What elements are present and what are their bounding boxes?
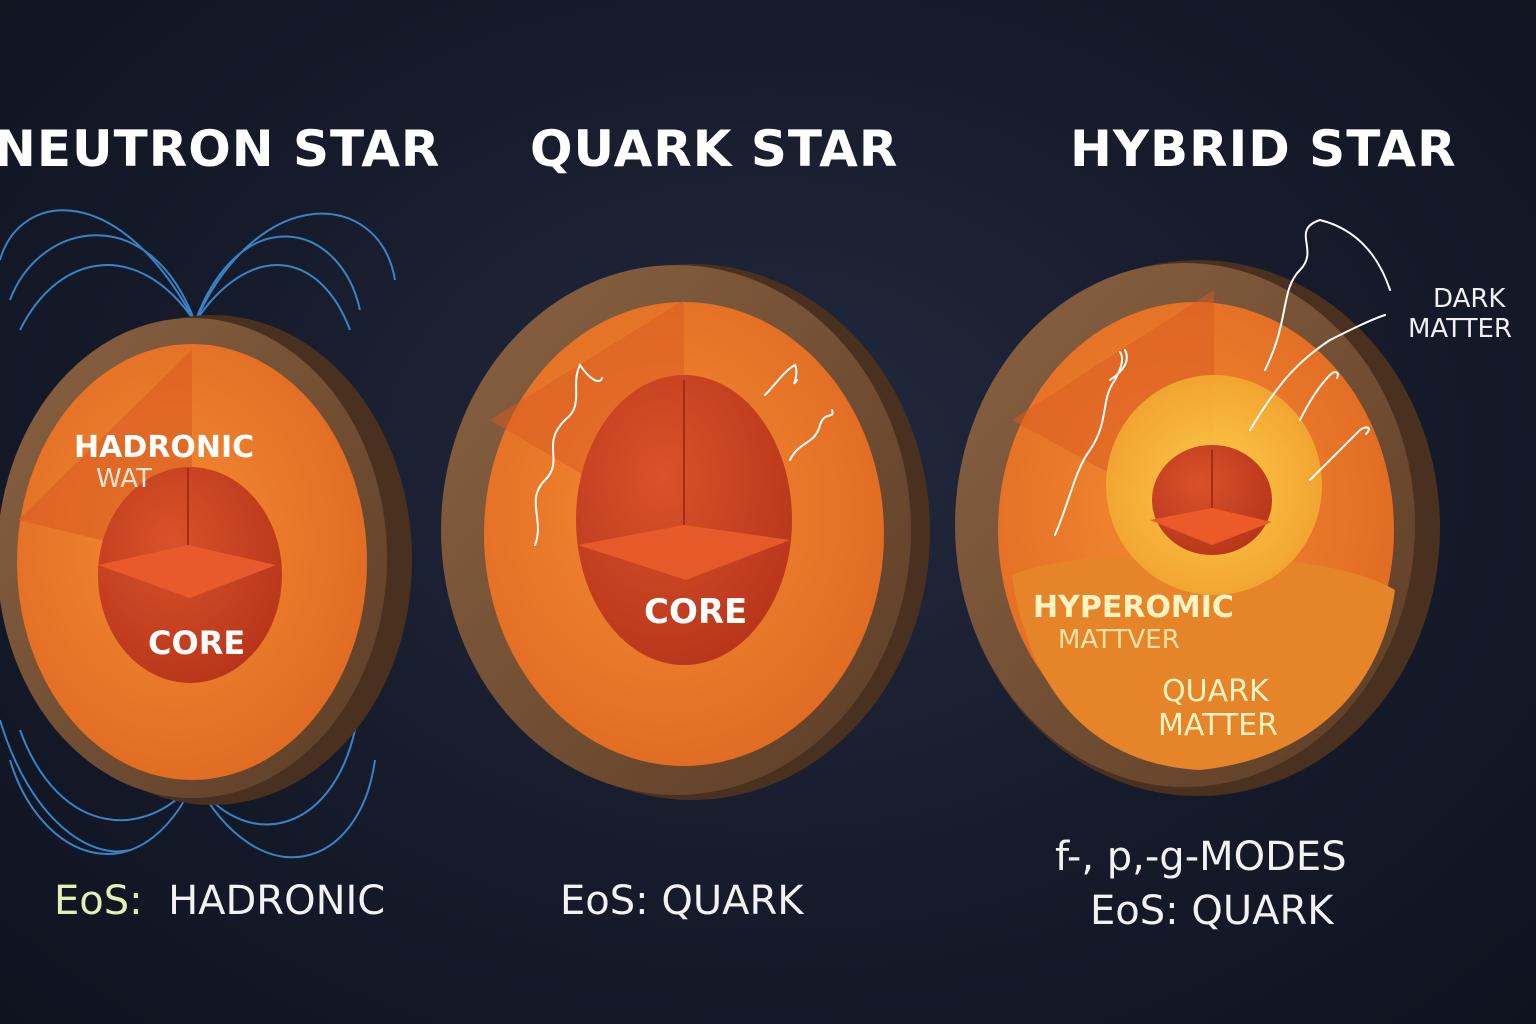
eos-key: EoS: [560, 878, 649, 924]
field-line [9, 234, 196, 323]
hybrid-star-modes: f-, p,-g-MODES [1055, 834, 1347, 880]
field-line [194, 759, 376, 859]
neutron-star-eos: EoS: HADRONIC [54, 878, 385, 924]
hybrid-star-eos: EoS: QUARK [1090, 888, 1334, 934]
eos-key: EoS: [1090, 888, 1179, 934]
neutron-star-outer-label-line-2: WAT [96, 464, 152, 494]
quark-matter-label: QUARK [1162, 674, 1269, 709]
quark-star-title: QUARK STAR [530, 120, 899, 178]
squiggle [789, 409, 834, 461]
quark-star-core-label: CORE [644, 592, 748, 632]
dark-matter-label: DARK [1433, 284, 1506, 314]
dark-matter-line [1299, 371, 1339, 421]
field-line [19, 264, 196, 331]
eos-value: QUARK [661, 878, 804, 924]
dark-matter-line [1309, 426, 1370, 481]
field-line [194, 264, 351, 331]
hybrid-star-core-cut-top [1150, 508, 1272, 545]
neutron-star-core-cut-top [98, 545, 276, 598]
eos-value: HADRONIC [168, 878, 386, 924]
quark-star [441, 264, 930, 800]
neutron-star-magnetic-field [0, 209, 396, 859]
field-line [194, 235, 361, 323]
quark-star-squiggles [534, 363, 834, 546]
quark-star-core-cut-top [578, 525, 790, 580]
eos-value: QUARK [1191, 888, 1334, 934]
quark-star-eos: EoS: QUARK [560, 878, 804, 924]
field-line [0, 209, 196, 323]
hyperonic-matter-label-line-2: MATTVER [1058, 625, 1180, 655]
hybrid-star-title: HYBRID STAR [1070, 120, 1457, 178]
field-line [9, 759, 196, 855]
neutron-star [0, 315, 412, 805]
dark-matter-line [1109, 349, 1128, 381]
eos-key: EoS: [54, 878, 143, 924]
dark-matter-lines [1054, 218, 1391, 536]
hybrid-star [955, 260, 1440, 796]
dark-matter-line [1264, 218, 1391, 371]
field-line [0, 719, 131, 853]
quark-matter-label-line-2: MATTER [1158, 708, 1278, 743]
squiggle [534, 363, 603, 546]
neutron-star-core-label: CORE [148, 624, 246, 662]
dark-matter-line [1054, 351, 1124, 536]
dark-matter-line [1249, 314, 1386, 431]
neutron-star-outer-label: HADRONIC [74, 430, 255, 465]
neutron-star-title: NEUTRON STAR [0, 120, 441, 178]
field-line [194, 212, 396, 323]
hyperonic-matter-label: HYPEROMIC [1033, 590, 1234, 625]
hybrid-star-lower-slab [1012, 554, 1395, 770]
squiggle [764, 363, 798, 396]
dark-matter-label-line-2: MATTER [1408, 314, 1512, 344]
